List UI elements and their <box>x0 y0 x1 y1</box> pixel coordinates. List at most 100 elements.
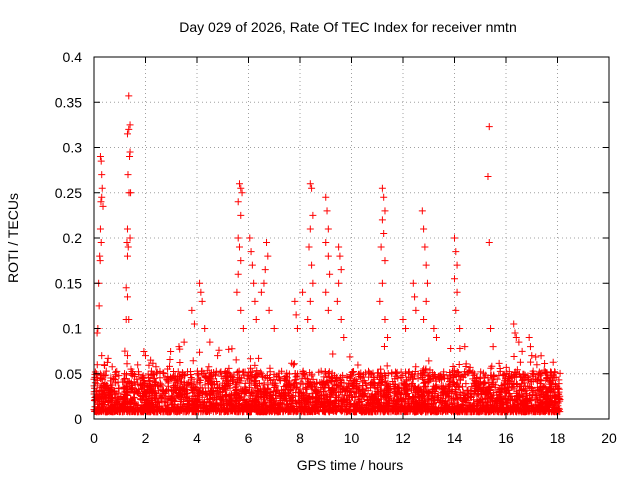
data-point <box>178 406 186 414</box>
y-tick-label: 0.4 <box>63 49 83 65</box>
data-point <box>360 403 368 411</box>
data-point <box>163 387 171 395</box>
data-point <box>437 373 445 381</box>
data-point <box>131 373 139 381</box>
data-point <box>107 374 115 382</box>
data-point <box>288 397 296 405</box>
data-point <box>555 394 563 402</box>
data-point <box>125 315 133 323</box>
data-point <box>126 401 134 409</box>
data-point <box>543 374 551 382</box>
data-point <box>113 397 121 405</box>
data-point <box>105 398 113 406</box>
data-point <box>403 377 411 385</box>
data-point <box>231 380 239 388</box>
data-point <box>308 401 316 409</box>
data-point <box>270 376 278 384</box>
data-point <box>237 184 245 192</box>
data-point <box>381 315 389 323</box>
data-point <box>233 288 241 296</box>
data-point <box>108 408 116 416</box>
data-point <box>310 406 318 414</box>
data-point <box>170 408 178 416</box>
data-point <box>456 325 464 332</box>
data-point <box>375 402 383 410</box>
data-point <box>208 402 216 410</box>
data-point <box>508 406 516 414</box>
data-point <box>121 370 129 378</box>
data-point <box>246 376 254 384</box>
data-point <box>336 252 344 260</box>
data-point <box>263 393 271 401</box>
data-point <box>113 367 121 375</box>
data-point <box>251 297 259 305</box>
data-point <box>112 379 120 387</box>
data-point <box>273 407 281 415</box>
y-tick-label: 0.05 <box>55 366 82 382</box>
data-point <box>410 382 418 390</box>
data-point <box>422 261 430 269</box>
data-point <box>253 367 261 375</box>
x-axis-label: GPS time / hours <box>297 457 404 473</box>
data-point <box>291 370 299 378</box>
data-point <box>134 368 142 376</box>
data-point <box>251 374 259 382</box>
data-point <box>382 393 390 401</box>
chart-title: Day 029 of 2026, Rate Of TEC Index for r… <box>179 19 516 35</box>
data-point <box>551 398 559 406</box>
data-point <box>250 279 258 287</box>
data-point <box>527 377 535 385</box>
data-point <box>421 368 429 376</box>
data-point <box>208 388 216 396</box>
x-tick-label: 16 <box>498 430 514 446</box>
data-point <box>247 248 255 256</box>
data-point <box>209 405 217 413</box>
data-point <box>439 407 447 415</box>
data-point <box>276 393 284 401</box>
data-point <box>157 380 165 388</box>
data-point <box>232 356 240 364</box>
data-point <box>120 376 128 384</box>
data-point <box>325 400 333 408</box>
data-point <box>464 386 472 394</box>
data-point <box>215 392 223 400</box>
data-point <box>537 352 545 360</box>
data-point <box>377 395 385 403</box>
data-point <box>322 239 330 247</box>
data-point <box>111 376 119 384</box>
data-point <box>306 297 314 305</box>
data-point <box>377 365 385 373</box>
data-point <box>485 239 493 247</box>
x-tick-label: 2 <box>142 430 150 446</box>
data-point <box>402 370 410 378</box>
data-point <box>380 343 388 351</box>
data-point <box>235 180 243 188</box>
data-point <box>513 408 521 416</box>
data-point <box>135 389 143 397</box>
data-point <box>96 257 104 265</box>
data-point <box>440 406 448 414</box>
data-point <box>400 386 408 394</box>
data-point <box>145 361 153 369</box>
data-point <box>123 352 131 360</box>
data-point <box>510 353 518 361</box>
data-point <box>555 376 563 384</box>
data-point <box>246 234 254 242</box>
data-point <box>180 390 188 398</box>
data-point <box>98 352 106 360</box>
data-point <box>502 389 510 397</box>
data-point <box>422 408 430 416</box>
data-point <box>452 306 460 314</box>
data-point <box>98 399 106 407</box>
data-point <box>326 270 334 278</box>
data-point <box>235 243 243 251</box>
data-point <box>370 373 378 381</box>
data-point <box>409 279 417 287</box>
data-point <box>270 325 278 332</box>
data-point <box>126 153 134 161</box>
data-point <box>190 408 198 416</box>
data-point <box>346 400 354 408</box>
data-point <box>123 239 131 247</box>
data-point <box>213 399 221 407</box>
data-point <box>91 407 99 415</box>
